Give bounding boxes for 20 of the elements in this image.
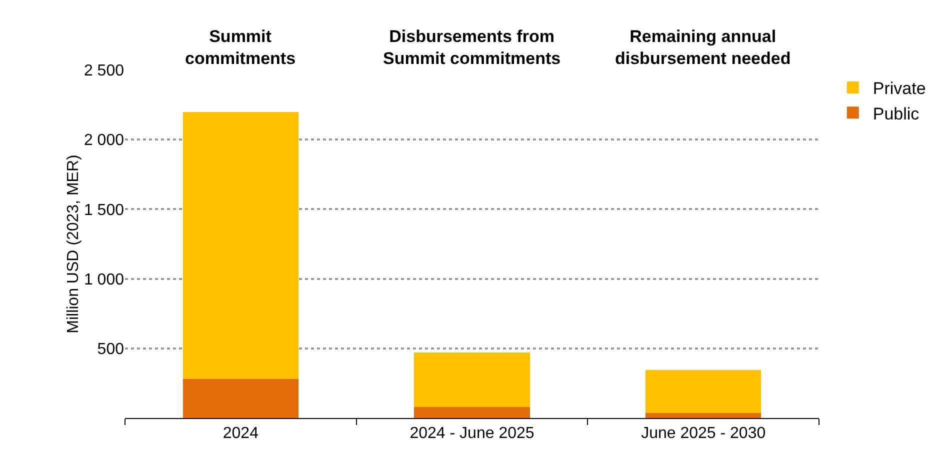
y-tick-label: 1 500: [84, 202, 124, 219]
y-tick-label: 1 000: [84, 271, 124, 288]
y-tick-label: 2 000: [84, 132, 124, 150]
y-axis-title: Million USD (2023, MER): [64, 154, 82, 334]
y-tick-label: 2 500: [84, 62, 124, 80]
bar: [414, 406, 530, 418]
bar: [646, 370, 762, 414]
text: Remaining annual disbursement needed: [615, 27, 791, 68]
x-tick-label: June 2025 - 2030: [641, 425, 766, 442]
bar: [182, 112, 298, 380]
y-tick-label: 500: [97, 341, 124, 358]
x-tick-label: 2024 - June 2025: [410, 425, 534, 442]
legend-label: Public: [872, 104, 920, 124]
legend-label: Private: [872, 79, 926, 98]
bar: [182, 379, 298, 418]
text: Disbursements from Summit commitments: [383, 27, 561, 68]
bar: [646, 413, 762, 418]
x-tick-label: 2024: [222, 425, 259, 442]
bar: [414, 352, 530, 407]
text: Summit commitments: [185, 27, 296, 68]
